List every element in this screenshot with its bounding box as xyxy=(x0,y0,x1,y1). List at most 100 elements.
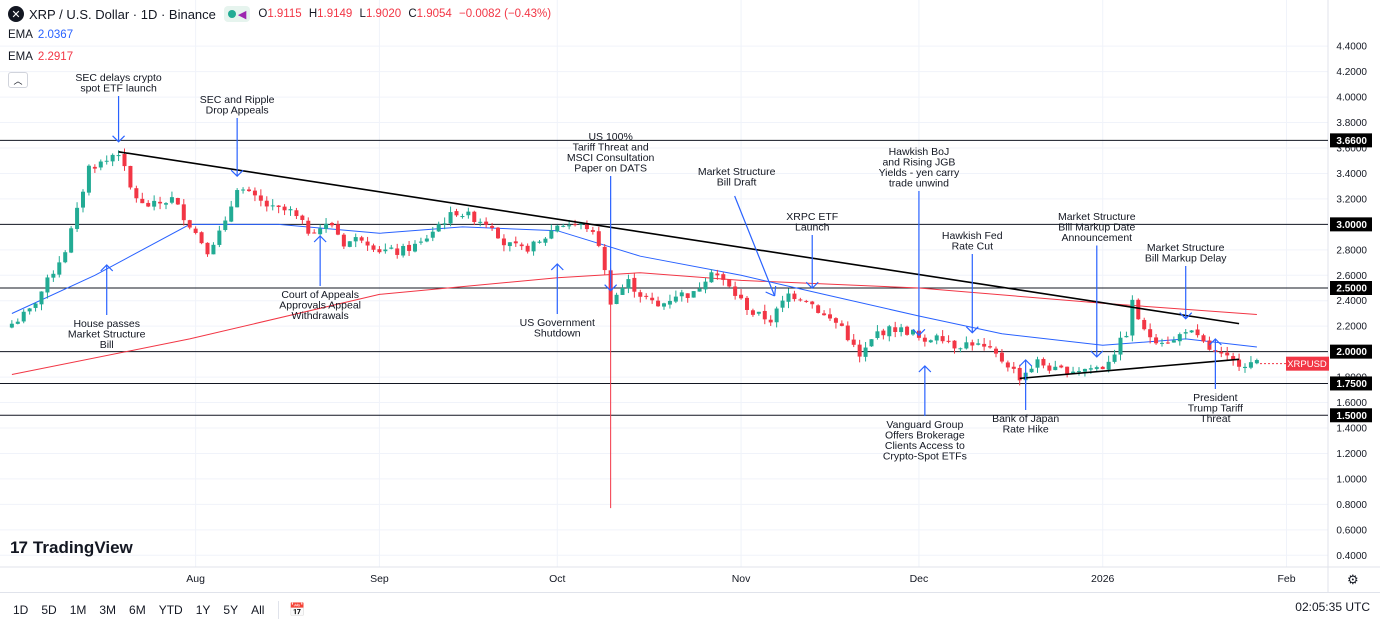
market-open-dot-icon xyxy=(227,10,236,18)
symbol-title[interactable]: XRP / U.S. Dollar · 1D · Binance xyxy=(29,6,216,22)
time-tick-label: Feb xyxy=(1277,573,1295,585)
annotation-line: Vanguard Group xyxy=(886,419,963,431)
candle-body xyxy=(1243,366,1247,369)
annotation-label: Hawkish BoJ and Rising JGB Yields - yen ca… xyxy=(879,146,960,190)
candle-body xyxy=(140,198,145,204)
candle-body xyxy=(1231,356,1236,360)
timeframe-1d[interactable]: 1D xyxy=(13,603,29,617)
candle-body xyxy=(57,262,62,275)
go-to-date-icon[interactable]: 📅 xyxy=(289,602,306,617)
candle-body xyxy=(1248,362,1253,368)
ema-slow-value: 2.2917 xyxy=(37,51,74,63)
candle-body xyxy=(478,221,483,223)
candles xyxy=(9,148,1259,509)
annotation-line: Hawkish Fed xyxy=(942,230,1003,242)
candle-body xyxy=(774,308,779,323)
annotation-arrowhead xyxy=(918,365,932,373)
candle-body xyxy=(288,209,293,211)
candle-body xyxy=(1053,366,1058,371)
timeframe-6m[interactable]: 6M xyxy=(129,603,146,617)
candle-body xyxy=(306,220,311,234)
price-tick-label: 3.4000 xyxy=(1336,169,1367,180)
candle-body xyxy=(152,200,157,207)
settings-icon[interactable]: ⚙ xyxy=(1347,572,1359,587)
annotation-line: Market Structure xyxy=(68,329,146,341)
candle-body xyxy=(484,221,489,225)
annotation-line: Hawkish BoJ xyxy=(889,146,950,158)
candle-body xyxy=(318,228,323,235)
candle-body xyxy=(1207,340,1212,350)
timeframe-1m[interactable]: 1M xyxy=(69,603,87,617)
collapse-legend-button[interactable]: ︿ xyxy=(8,72,28,88)
bottom-toolbar: 1D 5D 1M 3M 6M YTD 1Y 5Y All 📅 xyxy=(0,592,1380,627)
ema-fast-legend[interactable]: EMA 2.0367 xyxy=(8,29,73,41)
close-key: C xyxy=(408,8,417,20)
candle-body xyxy=(205,242,210,255)
candle-body xyxy=(75,207,80,229)
candle-body xyxy=(590,230,595,232)
annotation-label: Market Structure Bill Draft xyxy=(698,166,776,189)
timeframe-all[interactable]: All xyxy=(251,603,265,617)
candle-body xyxy=(863,347,868,357)
price-chart[interactable]: SEC delays crypto spot ETF launch SEC and … xyxy=(0,0,1380,592)
candle-body xyxy=(371,245,376,250)
candle-body xyxy=(982,343,987,347)
annotation-line: Shutdown xyxy=(534,328,581,340)
candle-body xyxy=(584,223,589,230)
candle-body xyxy=(810,301,815,305)
candle-body xyxy=(1041,359,1046,366)
candle-body xyxy=(211,244,216,255)
ema-fast-line xyxy=(11,223,1257,348)
candle-body xyxy=(252,190,257,196)
candle-body xyxy=(430,231,435,238)
level-price-tag xyxy=(1330,344,1372,359)
candle-body xyxy=(715,273,720,276)
level-price-label: 3.6600 xyxy=(1336,136,1367,147)
ema-slow-name: EMA xyxy=(8,51,33,63)
candle-body xyxy=(81,191,85,208)
candle-body xyxy=(1225,352,1230,356)
candle-body xyxy=(241,189,246,191)
ema-slow-legend[interactable]: EMA 2.2917 xyxy=(8,51,73,63)
level-price-tag xyxy=(1330,281,1372,295)
annotation-line: Bank of Japan xyxy=(992,413,1059,425)
candle-body xyxy=(875,331,880,338)
market-status-badge[interactable]: ◀ xyxy=(223,6,251,22)
candle-body xyxy=(395,248,400,255)
tradingview-logo: 17 TradingView xyxy=(10,538,133,558)
annotation-arrowhead xyxy=(1090,350,1104,358)
candle-body xyxy=(804,300,809,302)
candle-body xyxy=(869,339,874,347)
candle-body xyxy=(401,245,406,256)
level-price-tag xyxy=(1330,408,1372,423)
timeframe-3m[interactable]: 3M xyxy=(99,603,117,617)
candle-body xyxy=(573,224,578,226)
candle-body xyxy=(579,223,583,225)
candle-body xyxy=(359,237,364,241)
candle-body xyxy=(792,293,797,300)
price-axis: 4.4000 4.2000 4.0000 3.8000 3.6000 3.4000 3.20… xyxy=(1260,42,1372,562)
timeframe-ytd[interactable]: YTD xyxy=(158,603,183,617)
candle-body xyxy=(15,321,20,324)
annotation-arrowhead xyxy=(805,281,819,290)
candle-body xyxy=(685,293,690,298)
candle-body xyxy=(258,195,263,201)
candle-body xyxy=(472,211,477,222)
timeframe-1y[interactable]: 1Y xyxy=(195,603,211,617)
candle-body xyxy=(596,231,601,246)
candle-body xyxy=(86,165,91,193)
candle-body xyxy=(964,342,969,349)
annotation-label: Hawkish Fed Rate Cut xyxy=(942,230,1003,253)
time-tick-label: Oct xyxy=(549,573,565,585)
timeframe-5y[interactable]: 5Y xyxy=(223,603,239,617)
candle-body xyxy=(377,249,382,253)
utc-clock[interactable]: 02:05:35 UTC xyxy=(1295,600,1370,614)
annotation-line: Bill Draft xyxy=(717,177,757,189)
price-tick-label: 4.0000 xyxy=(1336,93,1367,104)
candle-body xyxy=(448,212,453,224)
timeframe-5d[interactable]: 5D xyxy=(41,603,57,617)
annotation-arrowhead xyxy=(313,235,327,243)
annotation-arrowhead xyxy=(1019,359,1033,367)
candle-body xyxy=(21,311,26,322)
level-price-label: 2.0000 xyxy=(1336,347,1367,358)
